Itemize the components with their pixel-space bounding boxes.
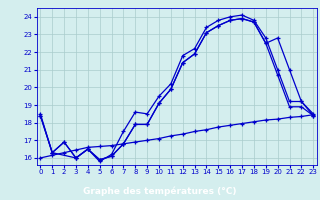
Text: Graphe des températures (°C): Graphe des températures (°C) <box>83 186 237 196</box>
